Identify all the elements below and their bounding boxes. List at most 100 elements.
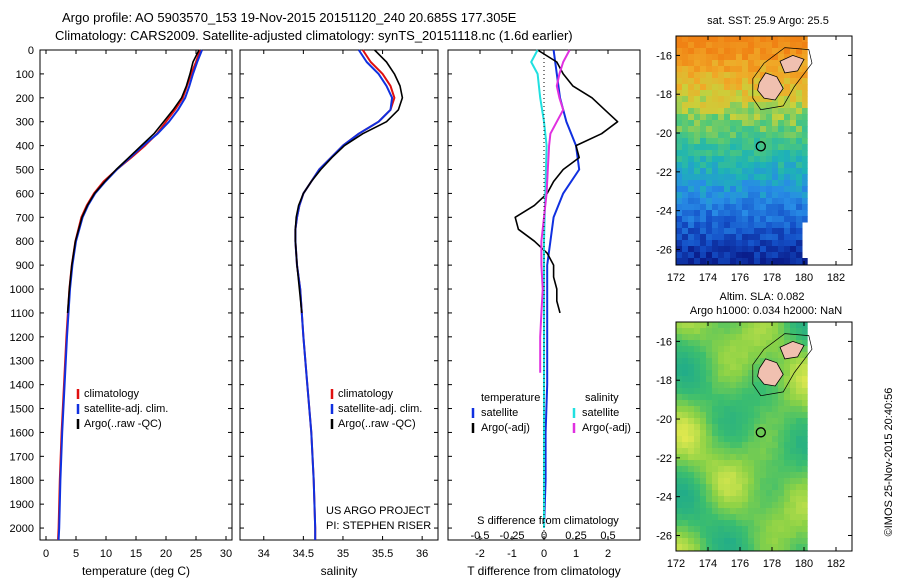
- map-cell: [724, 120, 731, 127]
- map-cell: [772, 322, 779, 329]
- map-cell: [778, 150, 785, 157]
- map-cell: [766, 210, 773, 217]
- map-cell: [694, 532, 701, 539]
- map-cell: [694, 78, 701, 85]
- map-cell: [706, 352, 713, 359]
- map-cell: [688, 496, 695, 503]
- map-cell: [724, 406, 731, 413]
- map-cell: [724, 412, 731, 419]
- map-cell: [748, 162, 755, 169]
- map-cell: [694, 138, 701, 145]
- map-cell: [730, 120, 737, 127]
- map-cell: [682, 442, 689, 449]
- map-cell: [724, 430, 731, 437]
- map-cell: [700, 72, 707, 79]
- map-cell: [790, 466, 797, 473]
- map-cell: [754, 222, 761, 229]
- map-cell: [730, 90, 737, 97]
- map-cell: [688, 72, 695, 79]
- map-cell: [760, 496, 767, 503]
- map-cell: [754, 502, 761, 509]
- map-cell: [760, 388, 767, 395]
- map-cell: [784, 514, 791, 521]
- x-tick-label: 34: [258, 548, 270, 560]
- map-cell: [742, 418, 749, 425]
- map-cell: [754, 72, 761, 79]
- map-cell: [706, 144, 713, 151]
- map-cell: [784, 234, 791, 241]
- map-cell: [772, 358, 779, 365]
- map-cell: [754, 90, 761, 97]
- map-cell: [778, 66, 785, 73]
- map-cell: [742, 138, 749, 145]
- map-cell: [700, 394, 707, 401]
- map-cell: [730, 424, 737, 431]
- map-cell: [754, 328, 761, 335]
- map-cell: [736, 424, 743, 431]
- map-cell: [700, 388, 707, 395]
- map-cell: [688, 328, 695, 335]
- map-cell: [730, 126, 737, 133]
- x-axis-label: T difference from climatology: [467, 564, 621, 578]
- map-cell: [802, 460, 808, 467]
- map-cell: [778, 394, 785, 401]
- map-cell: [790, 126, 797, 133]
- map-cell: [742, 496, 749, 503]
- map-cell: [802, 376, 808, 383]
- map-cell: [694, 490, 701, 497]
- map-cell: [748, 526, 755, 533]
- map-cell: [688, 502, 695, 509]
- map-cell: [784, 132, 791, 139]
- map-cell: [766, 258, 773, 265]
- map-cell: [748, 138, 755, 145]
- map-cell: [682, 192, 689, 199]
- map-cell: [700, 370, 707, 377]
- map-cell: [742, 490, 749, 497]
- map-cell: [724, 144, 731, 151]
- secondary-axis-label: S difference from climatology: [477, 515, 619, 527]
- map-cell: [736, 228, 743, 235]
- map-cell: [706, 240, 713, 247]
- map-cell: [778, 222, 785, 229]
- map-cell: [724, 478, 731, 485]
- map-cell: [700, 346, 707, 353]
- map-cell: [784, 358, 791, 365]
- map-cell: [802, 484, 808, 491]
- map-cell: [694, 466, 701, 473]
- map-cell: [688, 544, 695, 551]
- map-cell: [790, 42, 797, 49]
- map-cell: [796, 466, 803, 473]
- map-cell: [682, 234, 689, 241]
- map-cell: [682, 340, 689, 347]
- figure-title-line2: Climatology: CARS2009. Satellite-adjuste…: [55, 28, 573, 43]
- map-cell: [766, 252, 773, 259]
- map-cell: [748, 216, 755, 223]
- map-cell: [724, 388, 731, 395]
- map-cell: [742, 192, 749, 199]
- map-cell: [718, 60, 725, 67]
- map-cell: [730, 162, 737, 169]
- x-tick-label: 35.5: [372, 548, 393, 560]
- map-cell: [694, 120, 701, 127]
- map-cell: [748, 430, 755, 437]
- map-cell: [706, 388, 713, 395]
- map-cell: [694, 424, 701, 431]
- map-cell: [790, 358, 797, 365]
- map-cell: [730, 210, 737, 217]
- map-cell: [778, 364, 785, 371]
- map-cell: [790, 478, 797, 485]
- map-cell: [730, 382, 737, 389]
- map-cell: [784, 406, 791, 413]
- map-cell: [748, 132, 755, 139]
- map-cell: [688, 364, 695, 371]
- map-lat-label: -16: [656, 50, 672, 62]
- map-cell: [796, 66, 803, 73]
- map-cell: [796, 436, 803, 443]
- map-cell: [688, 90, 695, 97]
- map-cell: [712, 472, 719, 479]
- map-cell: [796, 460, 803, 467]
- map-cell: [712, 466, 719, 473]
- map-cell: [694, 60, 701, 67]
- map-cell: [754, 240, 761, 247]
- map-cell: [724, 216, 731, 223]
